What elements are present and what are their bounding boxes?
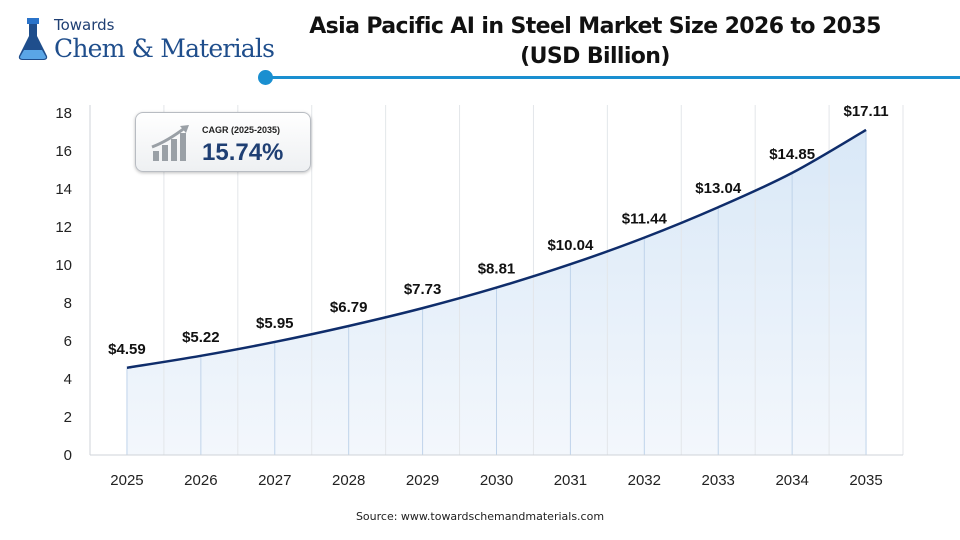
x-tick-label: 2033 [702, 472, 735, 489]
x-tick-label: 2027 [258, 472, 291, 489]
x-tick-label: 2028 [332, 472, 365, 489]
x-tick-label: 2025 [110, 472, 143, 489]
cagr-label: CAGR (2025-2035) [202, 125, 281, 135]
data-label: $5.22 [182, 329, 220, 346]
data-label: $5.95 [256, 315, 294, 332]
logo-text-towards: Towards [54, 16, 115, 34]
cagr-value: 15.74% [202, 139, 284, 166]
y-tick-label: 6 [64, 333, 72, 350]
data-label: $10.04 [547, 237, 594, 254]
chart-title: Asia Pacific AI in Steel Market Size 202… [300, 12, 890, 72]
series-line [126, 128, 867, 370]
flask-icon [18, 18, 48, 60]
x-tick-label: 2026 [184, 472, 217, 489]
data-label: $6.79 [330, 299, 368, 316]
data-label: $13.04 [695, 180, 742, 197]
y-tick-label: 0 [64, 447, 72, 464]
y-tick-label: 14 [55, 181, 72, 198]
y-tick-label: 4 [64, 371, 72, 388]
x-tick-label: 2032 [628, 472, 661, 489]
x-tick-label: 2035 [849, 472, 882, 489]
y-tick-label: 2 [64, 409, 72, 426]
x-tick-label: 2031 [554, 472, 587, 489]
y-tick-label: 12 [55, 219, 72, 236]
chart-title-line2: (USD Billion) [520, 44, 670, 69]
data-label: $14.85 [769, 146, 815, 163]
title-divider [266, 76, 960, 79]
source-note: Source: www.towardschemandmaterials.com [355, 510, 605, 523]
y-tick-label: 10 [55, 257, 72, 274]
data-label: $7.73 [404, 281, 442, 298]
cagr-box: CAGR (2025-2035) 15.74% [135, 112, 311, 172]
y-tick-label: 18 [55, 105, 72, 122]
x-tick-label: 2030 [480, 472, 513, 489]
chart-title-line1: Asia Pacific AI in Steel Market Size 202… [309, 14, 881, 39]
data-label: $8.81 [478, 261, 516, 278]
data-label: $17.11 [844, 103, 889, 120]
x-tick-label: 2034 [775, 472, 808, 489]
logo: Towards Chem & Materials [16, 14, 275, 64]
logo-text-brand: Chem & Materials [54, 34, 275, 63]
y-tick-label: 8 [64, 295, 72, 312]
y-tick-label: 16 [55, 143, 72, 160]
growth-chart-icon [151, 125, 189, 161]
x-tick-label: 2029 [406, 472, 439, 489]
data-label: $11.44 [622, 211, 668, 228]
title-divider-dot [258, 70, 273, 85]
data-label: $4.59 [108, 341, 146, 358]
